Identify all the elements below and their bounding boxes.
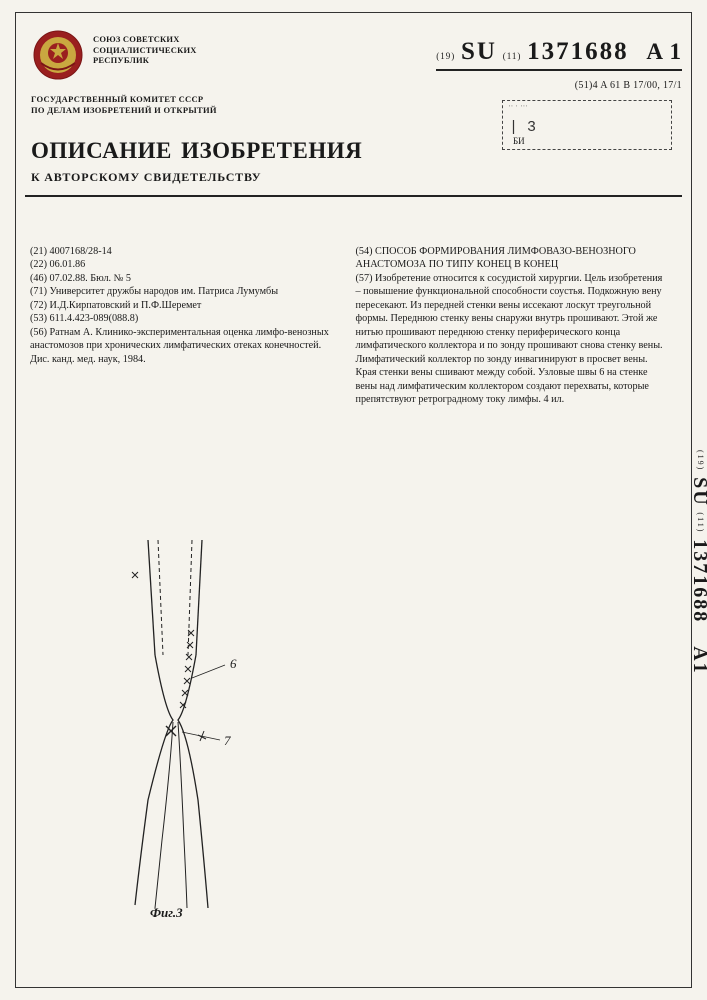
right-column: (54) СПОСОБ ФОРМИРОВАНИЯ ЛИМФОВАЗО-ВЕНОЗ… — [356, 245, 668, 406]
committee-line2: ПО ДЕЛАМ ИЗОБРЕТЕНИЙ И ОТКРЫТИЙ — [31, 105, 217, 115]
stamp-number: | 3 — [509, 119, 536, 136]
union-text-line3: РЕСПУБЛИК — [93, 55, 149, 65]
side-prefix-19: (19) — [696, 450, 705, 471]
field-21: (21) 4007168/28-14 — [30, 245, 342, 258]
side-patent-code: (19) SU (11) 1371688 A1 — [688, 450, 707, 870]
document-title: ОПИСАНИЕ ИЗОБРЕТЕНИЯ — [31, 138, 362, 164]
document-subtitle: К АВТОРСКОМУ СВИДЕТЕЛЬСТВУ — [31, 170, 261, 185]
content-columns: (21) 4007168/28-14 (22) 06.01.86 (46) 07… — [30, 245, 667, 406]
kind-code: A 1 — [646, 39, 682, 64]
divider — [25, 195, 682, 197]
field-56: (56) Ратнам А. Клинико-экспериментальная… — [30, 326, 342, 366]
figure-label-7: 7 — [224, 733, 231, 748]
side-su: SU — [689, 477, 707, 507]
figure-caption: Фиг.3 — [150, 905, 183, 921]
left-column: (21) 4007168/28-14 (22) 06.01.86 (46) 07… — [30, 245, 342, 406]
union-label: СОЮЗ СОВЕТСКИХ СОЦИАЛИСТИЧЕСКИХ РЕСПУБЛИ… — [93, 34, 197, 66]
stamp-top-marks: ˈˈ ˈ ˈˈˈ — [508, 104, 528, 113]
side-kind: A1 — [689, 646, 707, 674]
patent-number-box: (19) SU (11) 1371688 A 1 — [436, 38, 682, 71]
ussr-emblem-icon — [31, 28, 85, 82]
library-stamp: ˈˈ ˈ ˈˈˈ | 3 БИ — [502, 100, 672, 150]
field-57: (57) Изобретение относится к сосудистой … — [356, 272, 668, 407]
figure-label-6: 6 — [230, 656, 237, 671]
field-46: (46) 07.02.88. Бюл. № 5 — [30, 272, 342, 285]
field-22: (22) 06.01.86 — [30, 258, 342, 271]
ipc-classification: (51)4 A 61 B 17/00, 17/1 — [575, 80, 682, 91]
field-54: (54) СПОСОБ ФОРМИРОВАНИЯ ЛИМФОВАЗО-ВЕНОЗ… — [356, 245, 668, 272]
patent-number: 1371688 — [527, 38, 629, 65]
field-72: (72) И.Д.Кирпатовский и П.Ф.Шеремет — [30, 299, 342, 312]
field-53: (53) 611.4.423-089(088.8) — [30, 312, 342, 325]
side-prefix-11: (11) — [696, 512, 705, 533]
prefix-11: (11) — [503, 51, 522, 61]
committee-line1: ГОСУДАРСТВЕННЫЙ КОМИТЕТ СССР — [31, 94, 203, 104]
country-code: SU — [461, 38, 497, 65]
union-text-line2: СОЦИАЛИСТИЧЕСКИХ — [93, 45, 197, 55]
figure-3-diagram: 6 7 — [80, 540, 280, 910]
field-71: (71) Университет дружбы народов им. Патр… — [30, 285, 342, 298]
prefix-19: (19) — [436, 51, 455, 61]
committee-label: ГОСУДАРСТВЕННЫЙ КОМИТЕТ СССР ПО ДЕЛАМ ИЗ… — [31, 94, 217, 115]
union-text-line1: СОЮЗ СОВЕТСКИХ — [93, 34, 180, 44]
side-number: 1371688 — [689, 539, 707, 623]
header: СОЮЗ СОВЕТСКИХ СОЦИАЛИСТИЧЕСКИХ РЕСПУБЛИ… — [25, 20, 682, 235]
stamp-bi: БИ — [513, 136, 525, 146]
